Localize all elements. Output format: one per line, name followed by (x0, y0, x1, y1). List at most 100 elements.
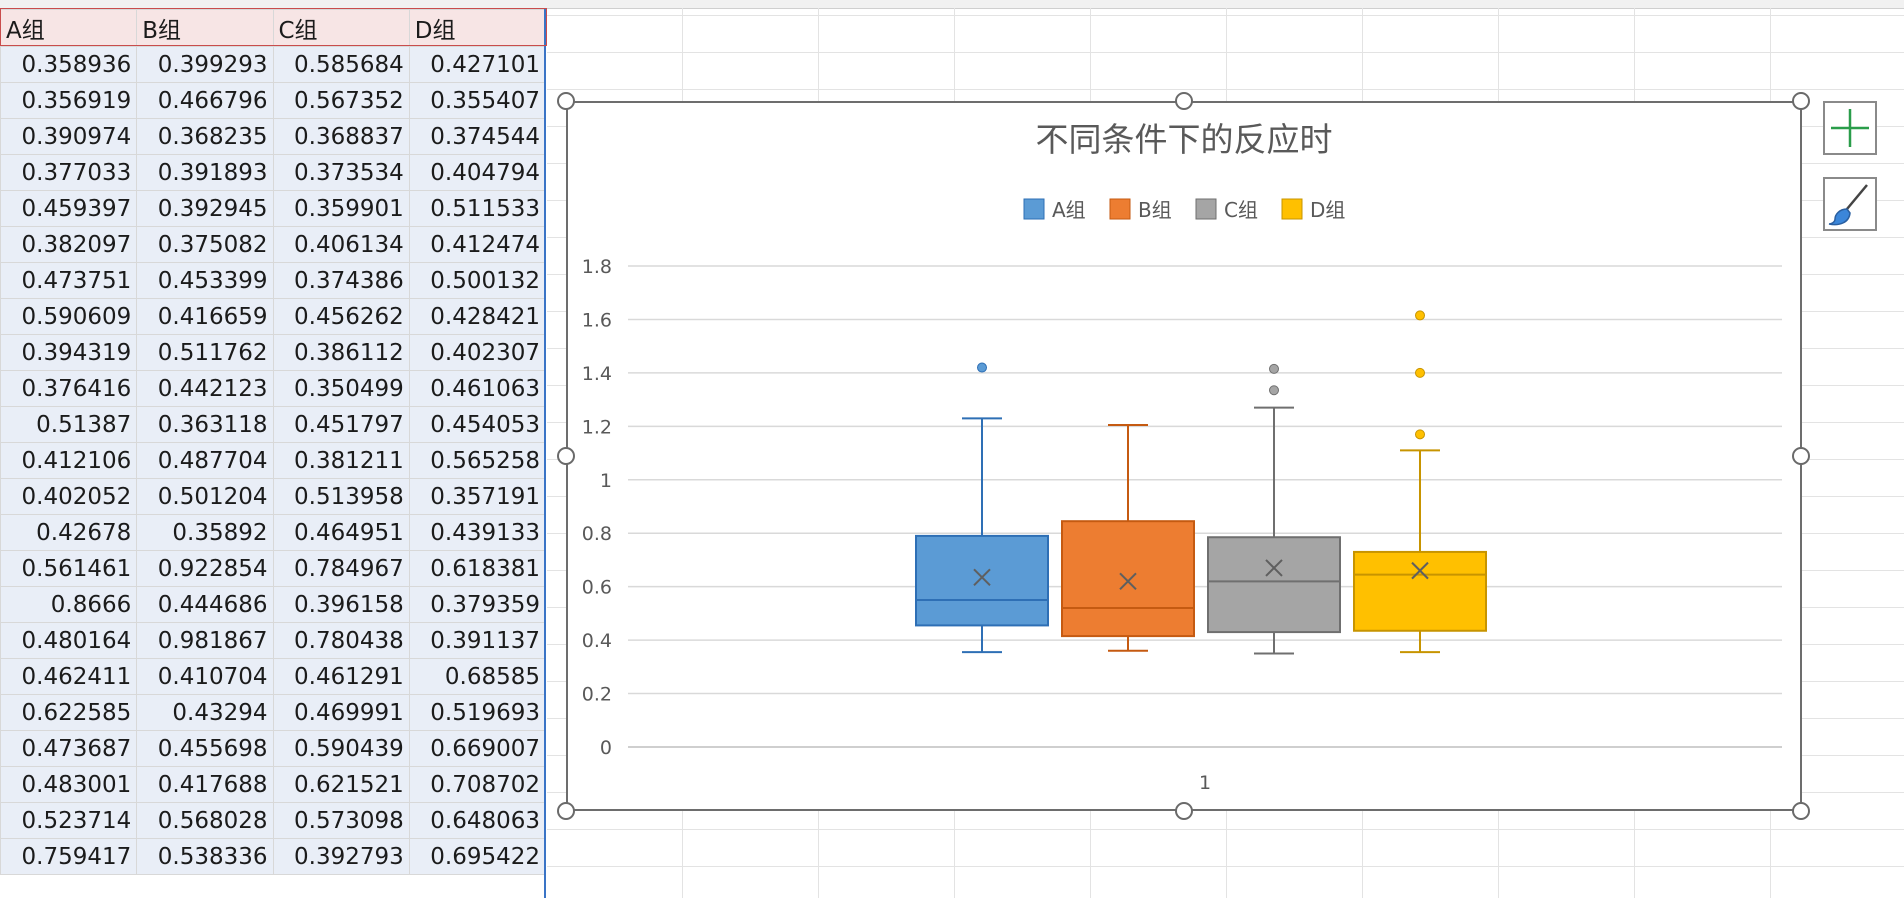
column-header[interactable]: A组 (0, 9, 138, 47)
cell[interactable]: 0.780438 (272, 622, 410, 659)
cell[interactable]: 0.427101 (408, 46, 547, 83)
resize-handle-middle-right[interactable] (1792, 447, 1810, 465)
cell[interactable]: 0.386112 (272, 334, 410, 371)
cell[interactable]: 0.523714 (0, 802, 138, 839)
cell[interactable]: 0.648063 (408, 802, 547, 839)
box-plot-chart[interactable]: 不同条件下的反应时 A组 B组 C组 D组 0 0.2 0.4 0.6 0.8 1 1.2 1.4 1.6… (566, 101, 1802, 811)
resize-handle-top-left[interactable] (557, 92, 575, 110)
cell[interactable]: 0.428421 (408, 298, 547, 335)
cell[interactable]: 0.8666 (0, 586, 138, 623)
cell[interactable]: 0.621521 (272, 766, 410, 803)
cell[interactable]: 0.513958 (272, 478, 410, 515)
cell[interactable]: 0.390974 (0, 118, 138, 155)
cell[interactable]: 0.590609 (0, 298, 138, 335)
cell[interactable]: 0.375082 (136, 226, 274, 263)
cell[interactable]: 0.922854 (136, 550, 274, 587)
column-header[interactable]: C组 (272, 9, 410, 47)
chart-elements-button[interactable] (1823, 101, 1877, 155)
cell[interactable]: 0.350499 (272, 370, 410, 407)
cell[interactable]: 0.473751 (0, 262, 138, 299)
cell[interactable]: 0.784967 (272, 550, 410, 587)
cell[interactable]: 0.695422 (408, 838, 547, 875)
resize-handle-bottom-left[interactable] (557, 802, 575, 820)
cell[interactable]: 0.355407 (408, 82, 547, 119)
cell[interactable]: 0.455698 (136, 730, 274, 767)
cell[interactable]: 0.394319 (0, 334, 138, 371)
column-header[interactable]: B组 (136, 9, 274, 47)
cell[interactable]: 0.42678 (0, 514, 138, 551)
cell[interactable]: 0.453399 (136, 262, 274, 299)
cell[interactable]: 0.585684 (272, 46, 410, 83)
cell[interactable]: 0.391893 (136, 154, 274, 191)
cell[interactable]: 0.368235 (136, 118, 274, 155)
cell[interactable]: 0.456262 (272, 298, 410, 335)
cell[interactable]: 0.462411 (0, 658, 138, 695)
cell[interactable]: 0.708702 (408, 766, 547, 803)
cell[interactable]: 0.51387 (0, 406, 138, 443)
cell[interactable]: 0.43294 (136, 694, 274, 731)
cell[interactable]: 0.392793 (272, 838, 410, 875)
cell[interactable]: 0.454053 (408, 406, 547, 443)
cell[interactable]: 0.399293 (136, 46, 274, 83)
cell[interactable]: 0.374544 (408, 118, 547, 155)
cell[interactable]: 0.410704 (136, 658, 274, 695)
chart-styles-button[interactable] (1823, 177, 1877, 231)
cell[interactable]: 0.356919 (0, 82, 138, 119)
cell[interactable]: 0.590439 (272, 730, 410, 767)
resize-handle-bottom-center[interactable] (1175, 802, 1193, 820)
cell[interactable]: 0.35892 (136, 514, 274, 551)
cell[interactable]: 0.68585 (408, 658, 547, 695)
cell[interactable]: 0.451797 (272, 406, 410, 443)
cell[interactable]: 0.466796 (136, 82, 274, 119)
cell[interactable]: 0.417688 (136, 766, 274, 803)
cell[interactable]: 0.473687 (0, 730, 138, 767)
column-header[interactable]: D组 (408, 9, 547, 47)
resize-handle-middle-left[interactable] (557, 447, 575, 465)
cell[interactable]: 0.359901 (272, 190, 410, 227)
cell[interactable]: 0.412106 (0, 442, 138, 479)
cell[interactable]: 0.561461 (0, 550, 138, 587)
cell[interactable]: 0.459397 (0, 190, 138, 227)
cell[interactable]: 0.439133 (408, 514, 547, 551)
cell[interactable]: 0.368837 (272, 118, 410, 155)
cell[interactable]: 0.416659 (136, 298, 274, 335)
cell[interactable]: 0.461063 (408, 370, 547, 407)
cell[interactable]: 0.404794 (408, 154, 547, 191)
cell[interactable]: 0.573098 (272, 802, 410, 839)
cell[interactable]: 0.511762 (136, 334, 274, 371)
cell[interactable]: 0.376416 (0, 370, 138, 407)
cell[interactable]: 0.377033 (0, 154, 138, 191)
cell[interactable]: 0.391137 (408, 622, 547, 659)
cell[interactable]: 0.402307 (408, 334, 547, 371)
cell[interactable]: 0.392945 (136, 190, 274, 227)
cell[interactable]: 0.568028 (136, 802, 274, 839)
cell[interactable]: 0.444686 (136, 586, 274, 623)
resize-handle-top-center[interactable] (1175, 92, 1193, 110)
cell[interactable]: 0.374386 (272, 262, 410, 299)
cell[interactable]: 0.402052 (0, 478, 138, 515)
cell[interactable]: 0.373534 (272, 154, 410, 191)
cell[interactable]: 0.669007 (408, 730, 547, 767)
cell[interactable]: 0.442123 (136, 370, 274, 407)
cell[interactable]: 0.461291 (272, 658, 410, 695)
cell[interactable]: 0.511533 (408, 190, 547, 227)
cell[interactable]: 0.981867 (136, 622, 274, 659)
cell[interactable]: 0.406134 (272, 226, 410, 263)
resize-handle-top-right[interactable] (1792, 92, 1810, 110)
chart-area[interactable] (566, 101, 1802, 811)
cell[interactable]: 0.618381 (408, 550, 547, 587)
cell[interactable]: 0.483001 (0, 766, 138, 803)
cell[interactable]: 0.382097 (0, 226, 138, 263)
cell[interactable]: 0.565258 (408, 442, 547, 479)
cell[interactable]: 0.759417 (0, 838, 138, 875)
cell[interactable]: 0.357191 (408, 478, 547, 515)
cell[interactable]: 0.412474 (408, 226, 547, 263)
cell[interactable]: 0.480164 (0, 622, 138, 659)
cell[interactable]: 0.567352 (272, 82, 410, 119)
cell[interactable]: 0.396158 (272, 586, 410, 623)
cell[interactable]: 0.538336 (136, 838, 274, 875)
cell[interactable]: 0.487704 (136, 442, 274, 479)
cell[interactable]: 0.501204 (136, 478, 274, 515)
resize-handle-bottom-right[interactable] (1792, 802, 1810, 820)
cell[interactable]: 0.379359 (408, 586, 547, 623)
